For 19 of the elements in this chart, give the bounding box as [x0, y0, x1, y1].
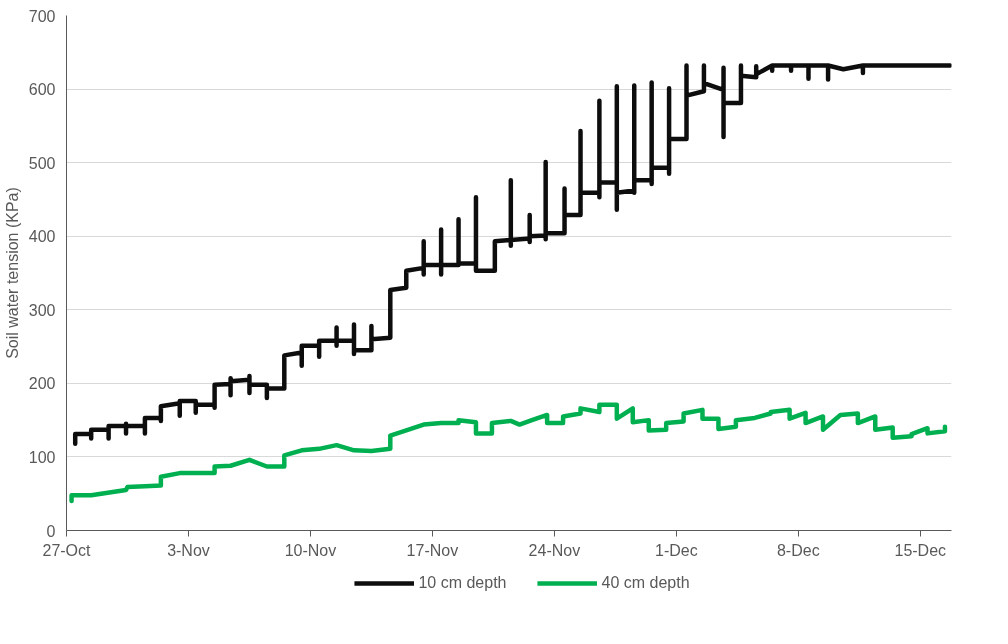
legend-label: 10 cm depth — [418, 574, 507, 592]
y-tick-label: 500 — [28, 154, 56, 172]
y-tick-label: 700 — [28, 7, 56, 25]
x-tick-label: 17-Nov — [406, 541, 459, 559]
x-tick-label: 24-Nov — [528, 541, 581, 559]
x-tick-label: 3-Nov — [167, 541, 210, 559]
legend-label: 40 cm depth — [601, 574, 690, 592]
y-tick-label: 200 — [28, 375, 56, 393]
y-tick-label: 400 — [28, 228, 56, 246]
y-axis-title: Soil water tension (KPa) — [3, 187, 21, 359]
y-tick-label: 0 — [46, 522, 56, 540]
x-tick-label: 1-Dec — [655, 541, 698, 559]
x-tick-label: 15-Dec — [894, 541, 947, 559]
x-tick-label: 27-Oct — [42, 541, 92, 559]
x-tick-label: 10-Nov — [284, 541, 337, 559]
y-tick-label: 100 — [28, 448, 56, 466]
y-tick-label: 300 — [28, 301, 56, 319]
y-tick-label: 600 — [28, 81, 56, 99]
x-tick-label: 8-Dec — [776, 541, 820, 559]
